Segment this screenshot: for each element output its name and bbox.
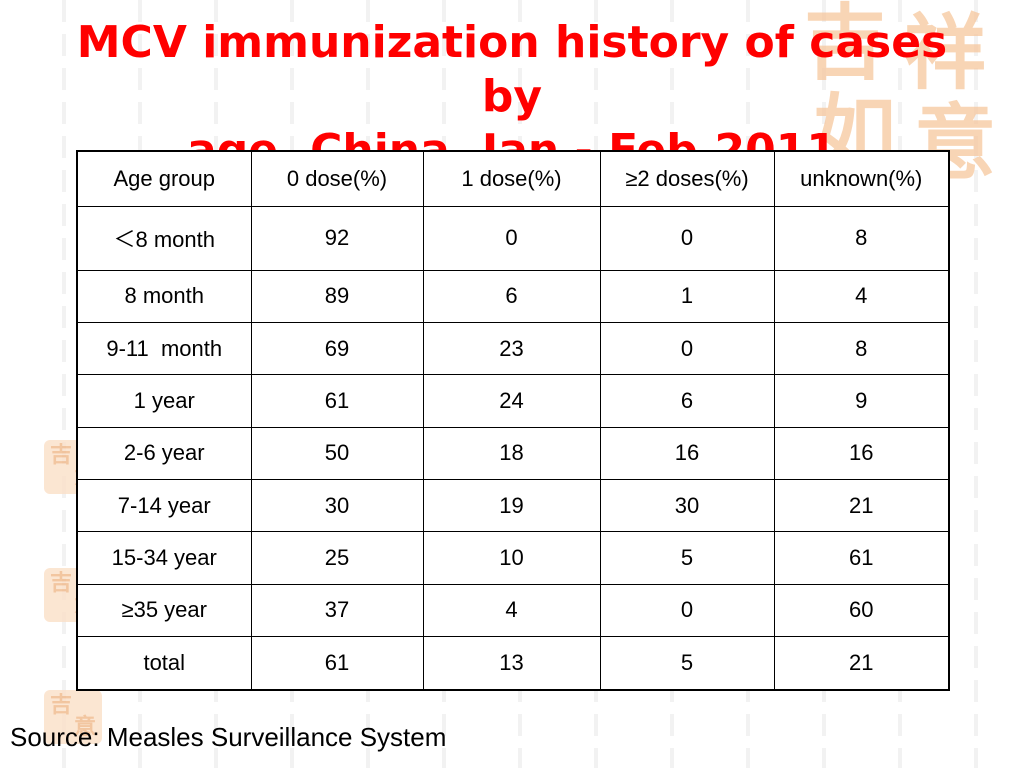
age-group-cell: 8 month: [76, 269, 252, 323]
table-cell: 60: [773, 583, 950, 638]
age-group-cell: 7-14 year: [76, 479, 252, 533]
age-group-cell: 2-6 year: [76, 426, 252, 481]
table-cell: 0: [422, 205, 601, 271]
table-cell: 37: [250, 583, 424, 638]
age-group-cell: 1 year: [76, 374, 252, 428]
table-cell: 61: [773, 531, 950, 585]
table-cell: 21: [773, 479, 950, 533]
table-row: 2-6 year 50 18 16 16: [76, 426, 950, 481]
header-1-dose: 1 dose(%): [422, 150, 601, 207]
table-cell: 8: [773, 205, 950, 271]
table-cell: 50: [250, 426, 424, 481]
table-cell: 61: [250, 374, 424, 428]
age-group-cell: ＜8 month: [76, 205, 252, 271]
age-group-cell: ≥35 year: [76, 583, 252, 638]
immunization-table: Age group 0 dose(%) 1 dose(%) ≥2 doses(%…: [76, 150, 950, 691]
small-seal-watermark: 吉意: [44, 690, 102, 744]
table-cell: 21: [773, 636, 950, 691]
table-cell: 6: [599, 374, 775, 428]
table-cell: 23: [422, 321, 601, 376]
age-group-cell: 15-34 year: [76, 531, 252, 585]
table-row: 8 month 89 6 1 4: [76, 269, 950, 323]
table-cell: 5: [599, 531, 775, 585]
table-cell: 6: [422, 269, 601, 323]
table-cell: 18: [422, 426, 601, 481]
source-note: Source: Measles Surveillance System: [10, 722, 447, 752]
table-cell: 16: [773, 426, 950, 481]
table-cell: 24: [422, 374, 601, 428]
table-cell: 25: [250, 531, 424, 585]
table-cell: 4: [422, 583, 601, 638]
table-cell: 8: [773, 321, 950, 376]
table-cell: 89: [250, 269, 424, 323]
table-cell: 9: [773, 374, 950, 428]
table-row-total: total 61 13 5 21: [76, 636, 950, 691]
header-unknown: unknown(%): [773, 150, 950, 207]
table-cell: 30: [599, 479, 775, 533]
title-line-1: MCV immunization history of cases by: [76, 17, 948, 122]
table-row: 15-34 year 25 10 5 61: [76, 531, 950, 585]
table-cell: 69: [250, 321, 424, 376]
header-0-dose: 0 dose(%): [250, 150, 424, 207]
table-cell: 61: [250, 636, 424, 691]
table-cell: 0: [599, 583, 775, 638]
table-cell: 1: [599, 269, 775, 323]
header-age-group: Age group: [76, 150, 252, 207]
table-row: 7-14 year 30 19 30 21: [76, 479, 950, 533]
table-cell: 16: [599, 426, 775, 481]
table-cell: 30: [250, 479, 424, 533]
table-cell: 0: [599, 321, 775, 376]
table-cell: 0: [599, 205, 775, 271]
age-group-cell: 9-11 month: [76, 321, 252, 376]
table-row: ＜8 month 92 0 0 8: [76, 205, 950, 271]
age-group-cell: total: [76, 636, 252, 691]
table-row: 9-11 month 69 23 0 8: [76, 321, 950, 376]
header-2-doses: ≥2 doses(%): [599, 150, 775, 207]
table-cell: 92: [250, 205, 424, 271]
table-cell: 5: [599, 636, 775, 691]
table-cell: 4: [773, 269, 950, 323]
table-cell: 10: [422, 531, 601, 585]
table-row: ≥35 year 37 4 0 60: [76, 583, 950, 638]
table-cell: 19: [422, 479, 601, 533]
table-cell: 13: [422, 636, 601, 691]
table-row: 1 year 61 24 6 9: [76, 374, 950, 428]
table-header-row: Age group 0 dose(%) 1 dose(%) ≥2 doses(%…: [76, 150, 950, 207]
